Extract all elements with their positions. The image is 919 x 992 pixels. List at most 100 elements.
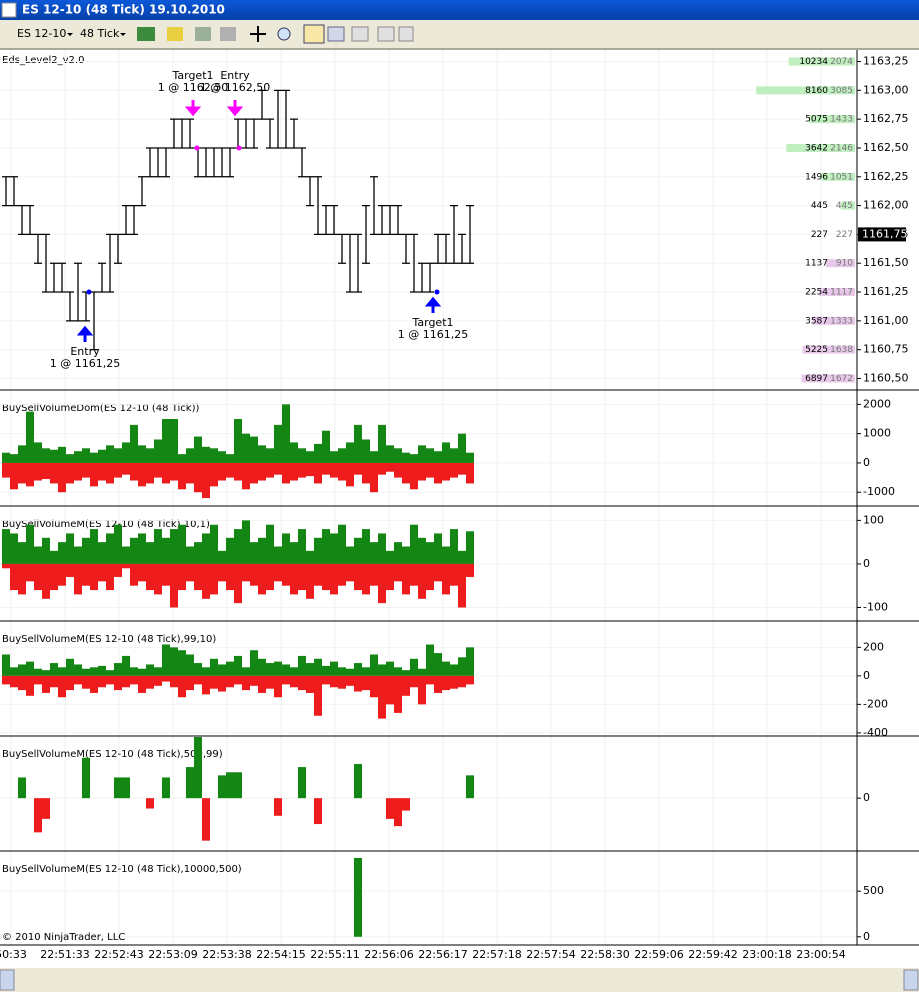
price-bar [170,118,178,149]
price-bar [450,204,458,264]
price-bar [138,176,146,207]
dom-size: 1433 [830,115,853,125]
volume-bar [306,563,314,599]
dom-size: 1672 [830,374,853,384]
panel-title: BuySellVolumeM(ES 12-10 (48 Tick),10,1) [2,519,210,530]
volume-bar [266,462,274,478]
y-tick-label: 0 [863,557,870,570]
price-bar [338,233,346,264]
volume-bar [386,445,394,463]
price-bar [298,147,306,178]
instrument-label[interactable]: ES 12-10 [17,27,66,40]
volume-bar [274,675,282,698]
volume-bar [154,529,162,564]
scroll-right[interactable] [903,969,919,991]
volume-bar [338,667,346,676]
volume-bar [146,462,154,484]
volume-bar [66,454,74,463]
panel-title: Eds_Level2_v2.0 [2,55,84,66]
price-bar [194,147,202,178]
draw-button[interactable] [167,27,183,41]
panel-title: BuySellVolumeDom(ES 12-10 (48 Tick)) [2,403,199,414]
period-label[interactable]: 48 Tick [80,27,120,40]
properties-button[interactable] [351,26,369,42]
volume-bar [242,462,250,490]
price-bar [114,233,122,264]
volume-bar [466,462,474,484]
crosshair-button[interactable] [250,26,266,42]
dom-size: 1051 [830,172,853,182]
volume-bar [266,663,274,676]
volume-bar [202,446,210,463]
volume-bar [450,563,458,586]
layout-button[interactable] [398,26,414,42]
volume-bar [298,462,306,478]
volume-bar [218,462,226,481]
volume-bar [386,462,394,472]
dom-size: 910 [836,259,853,269]
panel-title: BuySellVolumeM(ES 12-10 (48 Tick),10000,… [2,864,242,875]
volume-bar [202,563,210,599]
price-bar [26,204,34,236]
volume-bar [282,533,290,564]
volume-bar [82,675,90,689]
price-bar [50,262,58,293]
period-selector[interactable] [76,25,130,43]
volume-bar [178,563,186,591]
volume-bar [10,667,18,676]
volume-bar [418,675,426,705]
order-button[interactable] [327,26,345,42]
volume-bar [402,670,410,676]
y-tick-label: -100 [863,600,888,613]
volume-bar [442,462,450,481]
volume-bar [66,563,74,578]
indicator-button[interactable] [195,27,211,41]
volume-bar [402,452,410,463]
strategy-button[interactable] [220,27,236,41]
volume-bar [194,563,202,591]
volume-bar [202,675,210,695]
zoom-button[interactable] [277,27,291,41]
y-tick-label: 1160,75 [863,343,909,356]
volume-bar [74,546,82,564]
volume-bar [50,449,58,463]
panel-title: BuySellVolumeM(ES 12-10 (48 Tick),99,10) [2,634,216,645]
volume-bar [82,448,90,463]
dom-bar [821,172,855,181]
price-bar [330,204,338,236]
volume-bar [370,654,378,676]
volume-bar [338,675,346,689]
volume-bar [74,563,82,595]
bar-type-button[interactable] [137,27,155,41]
volume-bar [466,452,474,463]
volume-bar [314,563,322,586]
volume-bar [218,664,226,676]
volume-bar [226,454,234,463]
y-tick-label: 100 [863,513,884,526]
volume-bar [394,798,402,827]
instrument-selector[interactable] [8,25,76,43]
volume-bar [234,772,242,799]
volume-bar [426,644,434,676]
data-box-button[interactable] [377,26,395,42]
volume-bar [202,533,210,564]
time-label: 22:51:33 [40,948,89,961]
volume-bar [266,524,274,564]
scrollbar[interactable] [0,968,919,992]
volume-bar [250,563,258,586]
volume-bar [170,647,178,676]
volume-bar [226,462,234,478]
volume-bar [10,675,18,688]
scroll-left[interactable] [0,969,15,991]
price-bar [34,233,42,264]
volume-bar [58,563,66,586]
time-label: 22:58:30 [580,948,629,961]
volume-bar [146,542,154,564]
volume-bar [42,448,50,463]
volume-bar [186,767,194,799]
volume-bar [418,537,426,564]
volume-bar [370,675,378,698]
chart-trader-button[interactable] [303,24,325,44]
volume-bar [194,675,202,685]
volume-bar [2,462,10,478]
